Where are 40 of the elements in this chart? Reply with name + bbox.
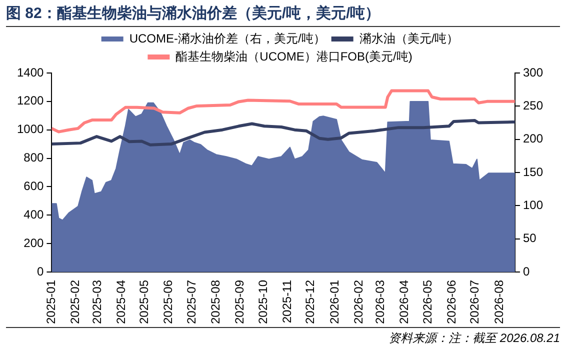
text: 资料来源：注：截至 2026.08.21 — [6, 330, 560, 347]
x-tick-label: 2025-02 — [68, 280, 82, 324]
y2-tick-label: 200 — [522, 132, 544, 146]
x-tick-label: 2025-10 — [256, 280, 270, 324]
x-tick-label: 2026-04 — [397, 280, 412, 324]
y-tick-label: 800 — [24, 150, 44, 165]
y2-tick-label: 150 — [522, 164, 544, 179]
y2-tick-label: 0 — [522, 264, 530, 278]
x-tick-label: 2025-08 — [208, 280, 223, 324]
chart-title: 图 82：酯基生物柴油与潲水油价差（美元/吨，美元/吨） — [6, 4, 560, 27]
y-tick-label: 1000 — [16, 122, 44, 136]
legend-label: UCOME-潲水油价差（右，美元/吨） — [129, 31, 326, 46]
x-tick-label: 2026-08 — [492, 280, 506, 324]
x-tick-label: 2025-11 — [280, 280, 294, 324]
x-tick-label: 2025-09 — [232, 280, 247, 324]
x-tick-label: 2026-07 — [468, 280, 482, 324]
x-tick-label: 2025-07 — [184, 280, 198, 324]
x-tick-label: 2025-12 — [303, 280, 318, 324]
x-tick-label: 2026-01 — [327, 280, 342, 324]
y-tick-label: 1200 — [16, 94, 44, 108]
y2-tick-label: 250 — [522, 98, 544, 112]
y-tick-label: 600 — [24, 179, 44, 194]
y-tick-label: 400 — [24, 207, 44, 222]
x-tick-label: 2026-06 — [444, 280, 458, 324]
legend-label: 酯基生物柴油（UCOME）港口FOB(美元/吨) — [176, 49, 412, 64]
y2-tick-label: 50 — [522, 231, 537, 246]
y2-tick-label: 100 — [522, 198, 544, 212]
x-tick-label: 2025-01 — [44, 280, 58, 324]
x-tick-label: 2026-02 — [351, 280, 366, 324]
y-tick-label: 200 — [24, 236, 44, 250]
y-tick-label: 1400 — [16, 65, 44, 80]
x-tick-label: 2025-04 — [114, 280, 128, 324]
x-tick-label: 2025-05 — [137, 280, 152, 324]
x-tick-label: 2026-05 — [420, 280, 434, 324]
x-tick-label: 2026-03 — [373, 280, 388, 324]
x-tick-label: 2025-06 — [161, 280, 176, 324]
y2-tick-label: 300 — [522, 65, 544, 80]
x-tick-label: 2025-03 — [90, 280, 104, 324]
y-tick-label: 0 — [37, 264, 44, 278]
legend-label: 潲水油（美元/吨） — [359, 31, 459, 46]
